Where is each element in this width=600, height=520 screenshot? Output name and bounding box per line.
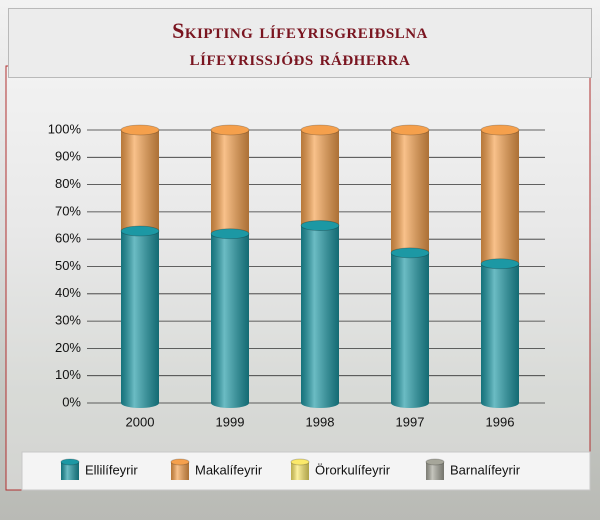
bar-shade [391,130,429,258]
legend-label: Makalífeyrir [195,462,263,477]
bar-shade [391,253,429,408]
legend-label: Barnalífeyrir [450,462,521,477]
y-tick-label: 10% [55,367,81,382]
bar-cap [211,229,249,239]
legend-swatch-cap [291,459,309,465]
chart-title: Skipting lífeyrisgreiðslna lífeyrissjóðs… [8,8,592,78]
bar-cap [211,125,249,135]
y-tick-label: 0% [62,394,81,409]
bar-cap [301,221,339,231]
bar-shade [481,130,519,269]
legend-label: Örorkulífeyrir [315,462,391,477]
bar-cap [391,248,429,258]
bar-cap [391,125,429,135]
bar-cap [301,125,339,135]
x-tick-label: 1997 [396,414,425,429]
y-tick-label: 50% [55,258,81,273]
y-tick-label: 70% [55,203,81,218]
y-tick-label: 30% [55,313,81,328]
x-tick-label: 1998 [306,414,335,429]
bar-shade [211,234,249,408]
bar-cap [121,226,159,236]
y-tick-label: 100% [48,121,82,136]
x-tick-label: 2000 [126,414,155,429]
bar-shade [121,130,159,236]
y-tick-label: 60% [55,231,81,246]
bar-shade [121,231,159,408]
legend-label: Ellilífeyrir [85,462,138,477]
bar-shade [301,130,339,231]
bar-cap [481,259,519,269]
bar-shade [211,130,249,239]
chart: 0% 10% 20% 30% 40% 50% 60% 70% 80% 90% 100% 2000 199… [0,0,600,520]
y-tick-label: 40% [55,285,81,300]
legend-swatch-cap [426,459,444,465]
legend-swatch-cap [171,459,189,465]
bar-cap [481,125,519,135]
bar-shade [481,264,519,408]
y-tick-label: 20% [55,340,81,355]
bar-cap [121,125,159,135]
bar-shade [301,226,339,408]
legend-swatch-cap [61,459,79,465]
page: 0% 10% 20% 30% 40% 50% 60% 70% 80% 90% 100% 2000 199… [0,0,600,520]
x-tick-label: 1999 [216,414,245,429]
y-tick-label: 80% [55,176,81,191]
y-tick-label: 90% [55,149,81,164]
x-tick-label: 1996 [486,414,515,429]
